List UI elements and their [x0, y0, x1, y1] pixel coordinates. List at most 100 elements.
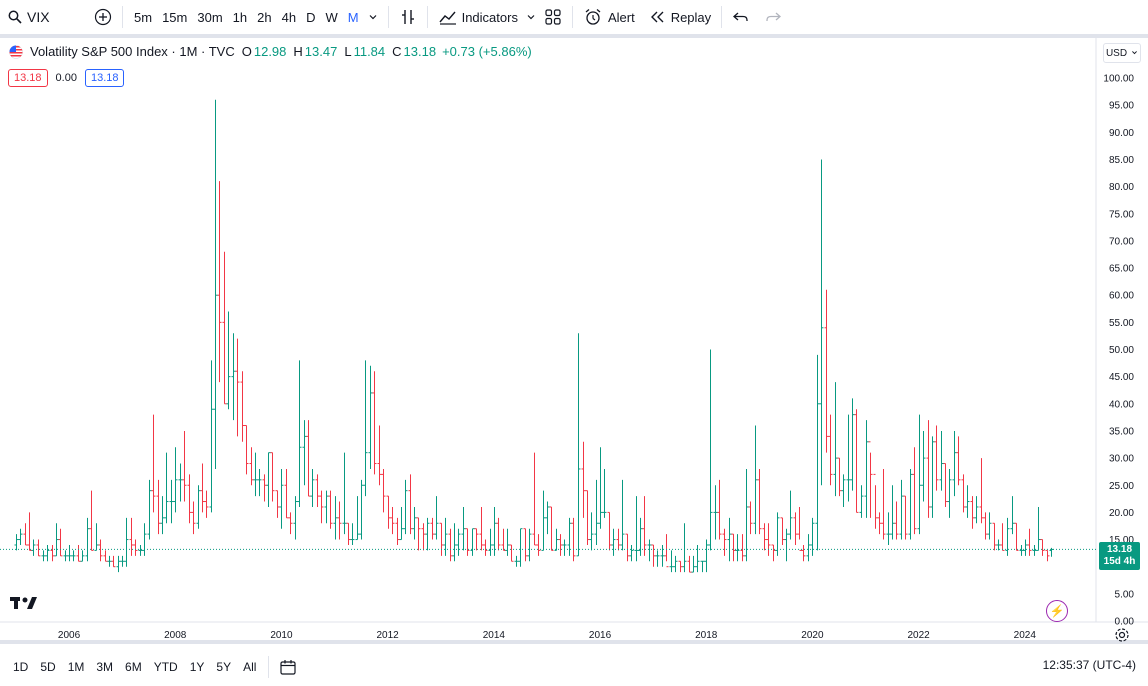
- ohlc-bar: [589, 512, 594, 551]
- redo-button[interactable]: [760, 1, 786, 33]
- compare-button[interactable]: [90, 1, 116, 33]
- replay-button[interactable]: Replay: [645, 1, 715, 33]
- ohlc-bar: [492, 506, 497, 556]
- indicators-button[interactable]: Indicators: [434, 1, 522, 33]
- ohlc-bar: [828, 414, 833, 486]
- symbol-search[interactable]: VIX: [0, 1, 80, 33]
- timeframe-m[interactable]: M: [347, 9, 359, 25]
- ohlc-bar: [479, 506, 484, 551]
- range-1y[interactable]: 1Y: [189, 660, 205, 674]
- ohlc-bar: [1032, 544, 1037, 556]
- timeframe-2h[interactable]: 2h: [257, 9, 272, 25]
- top-toolbar: VIX 5m 15m 30m 1h 2h 4h D W M Indicators: [0, 0, 1148, 38]
- ohlc-bar: [342, 452, 347, 535]
- ohlc-bar: [187, 474, 192, 524]
- ohlc-bar: [306, 420, 311, 497]
- timeframe-4h[interactable]: 4h: [281, 9, 297, 25]
- ohlc-bar: [103, 550, 108, 562]
- buy-price[interactable]: 13.18: [84, 69, 125, 87]
- ohlc-bar: [602, 468, 607, 518]
- x-tick-label: 2008: [164, 630, 187, 641]
- layouts-button[interactable]: [540, 1, 566, 33]
- timeframe-w[interactable]: W: [325, 9, 338, 25]
- ohlc-bar: [691, 555, 696, 573]
- timeframe-30m[interactable]: 30m: [197, 9, 223, 25]
- range-all[interactable]: All: [243, 660, 257, 674]
- undo-icon: [732, 10, 750, 24]
- range-6m[interactable]: 6M: [125, 660, 142, 674]
- range-1d[interactable]: 1D: [13, 660, 29, 674]
- range-1m[interactable]: 1M: [67, 660, 85, 674]
- x-tick-label: 2024: [1014, 630, 1037, 641]
- timeframe-15m[interactable]: 15m: [162, 9, 188, 25]
- price-chart[interactable]: 0.005.0010.0015.0020.0025.0030.0035.0040…: [0, 38, 1148, 644]
- ohlc-bar: [1019, 544, 1024, 556]
- close-value: 13.18: [403, 44, 437, 59]
- toolbar-divider: [268, 656, 270, 678]
- ohlc-bar: [917, 414, 922, 535]
- undo-button[interactable]: [728, 1, 754, 33]
- ohlc-bar: [421, 523, 426, 551]
- go-to-date-button[interactable]: [275, 651, 301, 683]
- ohlc-bar: [226, 311, 231, 410]
- ohlc-bar: [594, 479, 599, 545]
- range-3m[interactable]: 3M: [96, 660, 114, 674]
- ohlc-bar: [107, 555, 112, 567]
- timeframe-dropdown[interactable]: [364, 1, 382, 33]
- ohlc-bar: [164, 452, 169, 524]
- ohlc-bar: [350, 523, 355, 545]
- sell-price[interactable]: 13.18: [8, 69, 48, 87]
- ohlc-bar: [660, 544, 665, 567]
- symbol-title[interactable]: Volatility S&P 500 Index · 1M · TVC: [30, 44, 235, 59]
- ohlc-bar: [355, 496, 360, 541]
- ohlc-bar: [151, 414, 156, 513]
- last-price-tag: 13.18 15d 4h: [1099, 542, 1140, 570]
- ohlc-bar: [523, 528, 528, 562]
- range-ytd[interactable]: YTD: [153, 660, 178, 674]
- alert-button[interactable]: Alert: [579, 1, 639, 33]
- ohlc-bar: [899, 479, 904, 540]
- ohlc-bar: [744, 468, 749, 562]
- ohlc-bar: [182, 430, 187, 502]
- range-5d[interactable]: 5D: [40, 660, 56, 674]
- tradingview-logo-icon[interactable]: [10, 595, 40, 616]
- ohlc-bar: [138, 544, 143, 556]
- ohlc-bar: [262, 474, 267, 502]
- toolbar-divider: [426, 6, 428, 28]
- ohlc-bar: [1023, 539, 1028, 556]
- chart-pane[interactable]: 0.005.0010.0015.0020.0025.0030.0035.0040…: [0, 38, 1148, 644]
- ohlc-bar: [147, 479, 152, 540]
- ohlc-bar: [41, 550, 46, 562]
- price-axis[interactable]: 0.005.0010.0015.0020.0025.0030.0035.0040…: [1103, 74, 1134, 628]
- ohlc-bar: [89, 490, 94, 551]
- y-tick-label: 95.00: [1109, 101, 1134, 112]
- ohlc-bar: [651, 544, 656, 567]
- ohlc-bar: [930, 436, 935, 518]
- ohlc-bar: [518, 528, 523, 567]
- y-tick-label: 75.00: [1109, 209, 1134, 220]
- x-tick-label: 2014: [483, 630, 506, 641]
- time-axis[interactable]: 2006 2008 2010 2012 2014 2016 2018 2020 2022 2024: [58, 630, 1036, 641]
- currency-selector[interactable]: USD: [1103, 43, 1141, 63]
- ohlc-bar: [607, 511, 612, 551]
- bottom-toolbar: 1D 5D 1M 3M 6M YTD 1Y 5Y All 12:35:37 (UTC-4): [0, 648, 1148, 686]
- last-price-value: 13.18: [1106, 544, 1133, 555]
- timezone-clock[interactable]: 12:35:37 (UTC-4): [1042, 658, 1136, 672]
- y-tick-label: 50.00: [1109, 345, 1134, 356]
- lightning-icon[interactable]: ⚡: [1046, 600, 1068, 622]
- bar-style-button[interactable]: [395, 1, 421, 33]
- y-tick-label: 20.00: [1109, 508, 1134, 519]
- settings-gear-icon[interactable]: [1114, 627, 1130, 648]
- indicators-dropdown[interactable]: [522, 1, 540, 33]
- ohlc-bar: [527, 528, 532, 562]
- ohlc-bar: [217, 181, 222, 383]
- y-tick-label: 35.00: [1109, 426, 1134, 437]
- range-5y[interactable]: 5Y: [216, 660, 232, 674]
- ohlc-bar: [204, 490, 209, 518]
- ohlc-bar: [27, 512, 32, 551]
- ohlc-bar: [1040, 539, 1045, 556]
- timeframe-5m[interactable]: 5m: [134, 9, 153, 25]
- timeframe-1h[interactable]: 1h: [232, 9, 248, 25]
- timeframe-d[interactable]: D: [306, 9, 316, 25]
- ohlc-bar: [581, 441, 586, 518]
